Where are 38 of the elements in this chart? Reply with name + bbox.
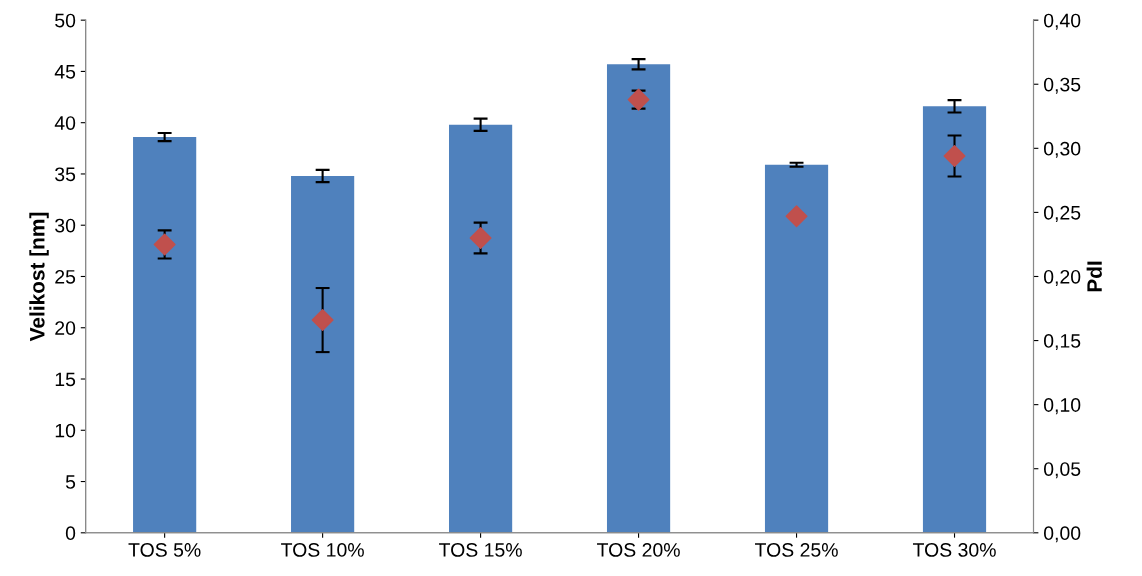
bar (922, 106, 987, 533)
y-tick-label: 40 (54, 116, 76, 130)
x-tick-label: TOS 10% (281, 543, 364, 557)
bar (133, 137, 197, 533)
y-tick-label: 5 (65, 475, 76, 489)
y-tick-label: 30 (55, 218, 76, 233)
bar (449, 124, 513, 533)
y2-tick-label: 0,00 (1043, 526, 1081, 543)
x-tick-label: TOS 30% (912, 543, 996, 557)
y2-tick-label: 0,15 (1043, 334, 1081, 351)
y2-tick-label: 0,10 (1043, 398, 1081, 415)
y-tick-label: 25 (55, 269, 76, 284)
point (943, 145, 966, 168)
y2-axis-title: PdI (1086, 261, 1102, 292)
bar (606, 64, 671, 533)
x-tick-label: TOS 20% (597, 543, 680, 557)
y-tick-label: 20 (55, 321, 76, 335)
y-tick-label: 35 (55, 167, 76, 182)
y2-tick-label: 0,30 (1043, 141, 1081, 158)
bar (291, 176, 355, 533)
y-tick-label: 50 (55, 13, 76, 28)
bar (764, 164, 829, 533)
y2-tick-label: 0,20 (1043, 269, 1081, 287)
y-tick-label: 45 (54, 65, 76, 79)
y-axis-title: Velikost [nm] (29, 212, 49, 342)
y2-tick-label: 0,40 (1043, 13, 1081, 30)
x-tick-label: TOS 5% (128, 543, 201, 557)
point (469, 227, 492, 250)
y2-tick-label: 0,05 (1043, 462, 1081, 479)
x-tick-label: TOS 25% (755, 543, 838, 557)
y2-tick-label: 0,35 (1043, 77, 1081, 94)
y-tick-label: 0 (65, 526, 76, 541)
y-tick-label: 10 (55, 423, 76, 438)
point (311, 309, 334, 332)
y2-tick-label: 0,25 (1043, 205, 1081, 222)
point (785, 205, 808, 228)
y-tick-label: 15 (55, 372, 76, 387)
x-tick-label: TOS 15% (439, 543, 522, 557)
